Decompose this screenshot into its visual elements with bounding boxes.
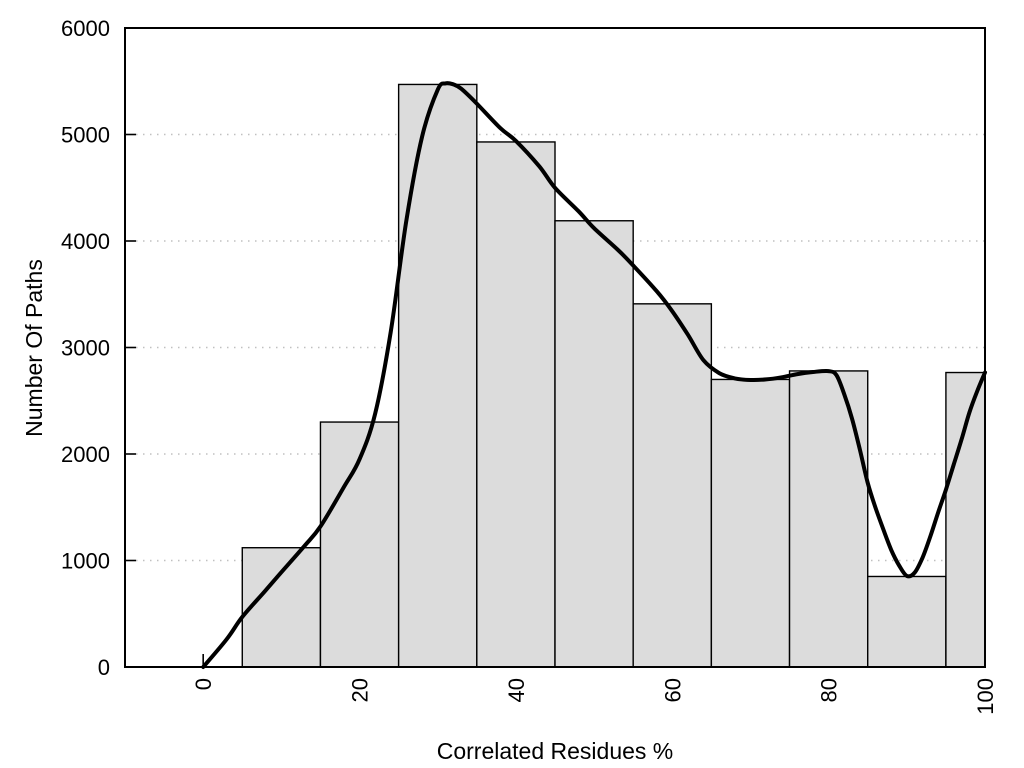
x-tick-label: 20 <box>348 678 373 702</box>
plot-border <box>124 27 986 668</box>
x-tick-label: 60 <box>660 678 685 702</box>
y-tick-label: 0 <box>98 655 110 680</box>
histogram-bar <box>476 141 556 668</box>
x-tick-label: 100 <box>973 678 998 715</box>
y-tick-label: 4000 <box>61 229 110 254</box>
bars-layer <box>241 83 986 668</box>
x-tick-label: 40 <box>504 678 529 702</box>
density-curve <box>201 81 987 669</box>
histogram-bar <box>945 371 986 668</box>
histogram-bar <box>867 575 947 668</box>
y-tick-label: 5000 <box>61 123 110 148</box>
histogram-bar <box>554 220 634 668</box>
x-tick-label: 0 <box>191 678 216 690</box>
tick-labels-layer: 0 1000 2000 3000 4000 5000 6000 0 20 40 60 80 100 <box>61 16 998 715</box>
histogram-bar <box>632 303 713 668</box>
y-tick-label: 2000 <box>61 442 110 467</box>
histogram-bar <box>241 547 322 668</box>
histogram-bar <box>397 83 478 668</box>
y-tick-label: 3000 <box>61 336 110 361</box>
histogram-bar <box>788 370 869 668</box>
x-tick-label: 80 <box>817 678 842 702</box>
histogram-bar <box>710 378 791 668</box>
y-tick-label: 1000 <box>61 549 110 574</box>
y-tick-label: 6000 <box>61 16 110 41</box>
x-axis-title: Correlated Residues % <box>437 738 674 764</box>
y-axis-title: Number Of Paths <box>21 259 47 437</box>
